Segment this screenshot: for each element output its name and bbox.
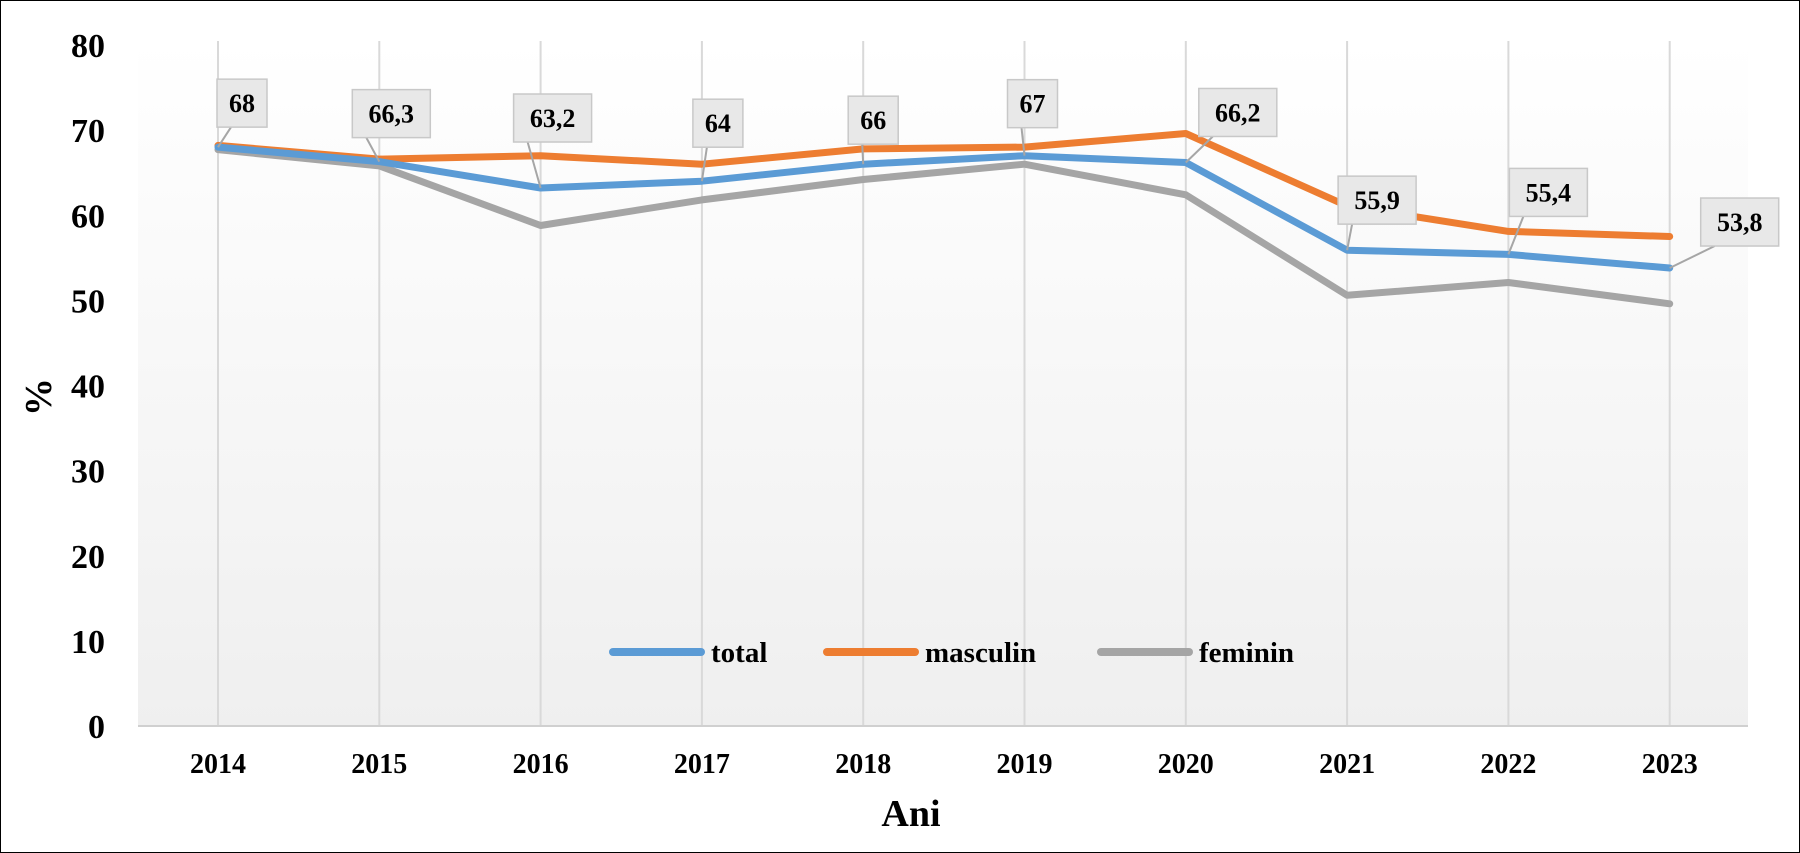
legend-label: masculin (925, 637, 1036, 669)
y-tick-label: 10 (71, 624, 105, 661)
data-label-box (847, 95, 899, 145)
data-label-leader (365, 137, 381, 163)
axes: 0 10 20 30 40 50 60 70 80 2014 2015 2016 2017 2018 201… (71, 28, 1748, 780)
data-label-leader (526, 141, 542, 189)
data-label: 66,3 (369, 100, 415, 129)
series-lines (214, 130, 1674, 308)
data-label: 66 (860, 106, 886, 135)
x-tick-label: 2019 (997, 749, 1053, 780)
legend: total masculin feminin (609, 637, 1294, 669)
x-tick-label: 2020 (1158, 749, 1214, 780)
x-tick-label: 2016 (513, 749, 569, 780)
data-label: 64 (705, 109, 731, 138)
data-labels: 68 66,3 63,2 64 66 67 66,2 55,9 55,4 53,8 (216, 78, 1780, 269)
legend-item-total: total (609, 637, 767, 669)
series-line-total (214, 143, 1674, 272)
data-label: 55,9 (1354, 186, 1400, 215)
data-label: 67 (1020, 90, 1046, 119)
data-label-leader (1020, 127, 1026, 156)
data-label-leader (1346, 223, 1354, 251)
y-axis-title: % (18, 378, 60, 416)
data-label-leader (1507, 216, 1525, 255)
data-label-box (351, 88, 432, 139)
x-tick-label: 2022 (1480, 749, 1536, 780)
data-label-box (692, 98, 744, 148)
series-line-feminin (214, 146, 1674, 308)
x-tick-label: 2017 (674, 749, 730, 780)
x-tick-label: 2018 (835, 749, 891, 780)
data-label-box (1198, 87, 1278, 138)
data-label: 68 (229, 89, 255, 118)
data-label-box (1699, 197, 1780, 247)
x-tick-label: 2015 (351, 749, 407, 780)
legend-label: feminin (1199, 637, 1294, 669)
data-label-box (216, 78, 268, 128)
data-label-box (1508, 167, 1589, 218)
data-label-box (512, 93, 593, 143)
y-tick-label: 20 (71, 539, 105, 576)
data-label-leader (700, 147, 708, 182)
data-label-leader (1185, 135, 1214, 164)
data-label: 63,2 (530, 104, 576, 133)
data-label-box (1006, 78, 1059, 129)
data-label: 53,8 (1717, 208, 1763, 237)
y-tick-label: 50 (71, 283, 105, 320)
data-label-box (1337, 175, 1417, 225)
legend-item-masculin: masculin (823, 637, 1036, 669)
data-label: 66,2 (1215, 98, 1261, 127)
data-label: 55,4 (1526, 178, 1572, 207)
x-axis-title: Ani (881, 793, 940, 835)
series-line-masculin (214, 130, 1674, 240)
x-tick-label: 2014 (190, 749, 246, 780)
legend-label: total (711, 637, 767, 669)
y-tick-label: 30 (71, 454, 105, 491)
data-label-leader (217, 126, 232, 148)
data-label-leader (1669, 245, 1716, 269)
y-tick-label: 0 (88, 709, 105, 746)
y-tick-label: 60 (71, 198, 105, 235)
y-tick-label: 80 (71, 28, 105, 65)
y-tick-label: 70 (71, 113, 105, 150)
data-label-leader (861, 144, 865, 165)
x-tick-label: 2023 (1642, 749, 1698, 780)
x-tick-label: 2021 (1319, 749, 1375, 780)
y-tick-label: 40 (71, 369, 105, 406)
legend-item-feminin: feminin (1097, 637, 1294, 669)
